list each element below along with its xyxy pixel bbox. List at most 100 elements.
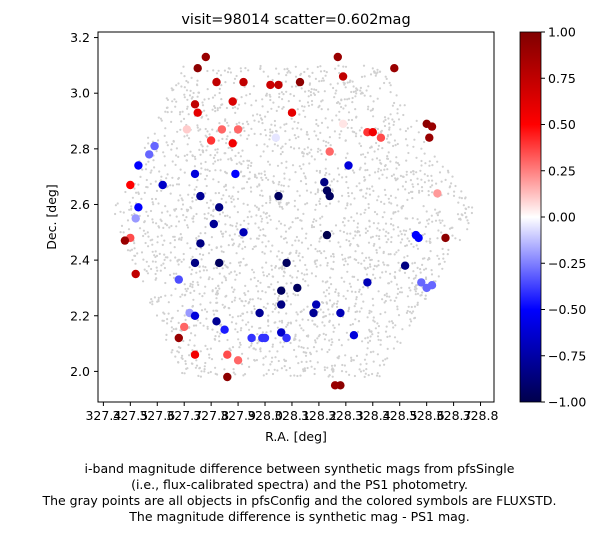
background-point bbox=[300, 327, 303, 330]
background-point bbox=[206, 145, 209, 148]
background-point bbox=[151, 201, 154, 204]
background-point bbox=[369, 236, 373, 239]
background-point bbox=[204, 160, 207, 164]
background-point bbox=[283, 271, 286, 274]
background-point bbox=[334, 224, 338, 227]
background-point bbox=[290, 117, 293, 120]
background-point bbox=[209, 301, 212, 304]
background-point bbox=[250, 161, 253, 164]
background-point bbox=[272, 303, 275, 306]
background-point bbox=[266, 275, 269, 278]
background-point bbox=[260, 220, 263, 223]
background-point bbox=[376, 353, 379, 356]
background-point bbox=[214, 366, 217, 369]
background-point bbox=[320, 121, 324, 124]
background-point bbox=[378, 177, 381, 180]
background-point bbox=[229, 157, 232, 160]
background-point bbox=[338, 338, 341, 341]
background-point bbox=[163, 155, 166, 158]
background-point bbox=[173, 235, 176, 238]
background-point bbox=[225, 294, 228, 297]
background-point bbox=[394, 211, 397, 214]
background-point bbox=[285, 166, 288, 169]
background-point bbox=[384, 358, 387, 361]
background-point bbox=[255, 214, 258, 217]
background-point bbox=[191, 280, 195, 283]
background-point bbox=[287, 321, 290, 324]
background-point bbox=[184, 360, 187, 363]
background-point bbox=[323, 368, 326, 372]
background-point bbox=[330, 338, 333, 341]
background-point bbox=[359, 144, 363, 148]
background-point bbox=[193, 188, 196, 191]
background-point bbox=[340, 370, 344, 373]
background-point bbox=[265, 331, 268, 334]
background-point bbox=[405, 173, 408, 176]
background-point bbox=[218, 340, 221, 343]
background-point bbox=[399, 104, 402, 107]
background-point bbox=[180, 197, 183, 200]
background-point bbox=[315, 265, 318, 268]
plot-frame bbox=[97, 31, 495, 403]
background-point bbox=[217, 191, 221, 195]
background-point bbox=[320, 108, 323, 111]
background-point bbox=[335, 302, 338, 305]
background-point bbox=[187, 193, 190, 196]
background-point bbox=[160, 119, 163, 122]
background-point bbox=[416, 301, 419, 304]
background-point bbox=[310, 155, 313, 158]
background-point bbox=[423, 173, 426, 176]
background-point bbox=[265, 261, 268, 264]
background-point bbox=[228, 216, 231, 219]
background-point bbox=[415, 287, 418, 290]
background-point bbox=[249, 237, 252, 240]
background-point bbox=[405, 244, 408, 247]
background-point bbox=[389, 272, 392, 275]
background-point bbox=[397, 118, 401, 121]
background-points-layer bbox=[114, 64, 474, 378]
background-point bbox=[191, 286, 194, 289]
colorbar-tick-label: −0.75 bbox=[548, 348, 586, 363]
background-point bbox=[300, 272, 303, 275]
background-point bbox=[362, 369, 365, 372]
background-point bbox=[395, 251, 398, 254]
background-point bbox=[367, 85, 370, 88]
background-point bbox=[204, 192, 207, 195]
background-point bbox=[426, 258, 430, 261]
background-point bbox=[235, 322, 238, 325]
background-point bbox=[331, 375, 334, 378]
background-point bbox=[359, 166, 362, 169]
background-point bbox=[377, 195, 380, 198]
background-point bbox=[280, 367, 283, 370]
background-point bbox=[281, 107, 284, 110]
background-point bbox=[441, 247, 444, 250]
fluxstd-point bbox=[209, 219, 218, 229]
background-point bbox=[396, 108, 399, 111]
background-point bbox=[208, 169, 211, 173]
background-point bbox=[363, 375, 366, 378]
background-point bbox=[373, 320, 376, 323]
background-point bbox=[271, 356, 274, 359]
background-point bbox=[399, 128, 402, 131]
background-point bbox=[256, 333, 259, 336]
background-point bbox=[356, 330, 360, 333]
background-point bbox=[383, 124, 387, 128]
background-point bbox=[369, 335, 372, 338]
background-point bbox=[281, 98, 284, 101]
background-point bbox=[435, 182, 438, 185]
background-point bbox=[392, 144, 395, 148]
background-point bbox=[155, 266, 158, 269]
background-point bbox=[203, 292, 206, 295]
background-point bbox=[197, 91, 201, 94]
background-point bbox=[219, 106, 222, 109]
background-point bbox=[313, 93, 316, 96]
background-point bbox=[147, 235, 150, 238]
background-point bbox=[326, 280, 329, 283]
background-point bbox=[354, 318, 357, 321]
background-point bbox=[206, 327, 209, 330]
background-point bbox=[386, 357, 389, 360]
background-point bbox=[371, 333, 374, 336]
background-point bbox=[169, 192, 172, 195]
background-point bbox=[344, 354, 347, 357]
background-point bbox=[360, 153, 363, 156]
